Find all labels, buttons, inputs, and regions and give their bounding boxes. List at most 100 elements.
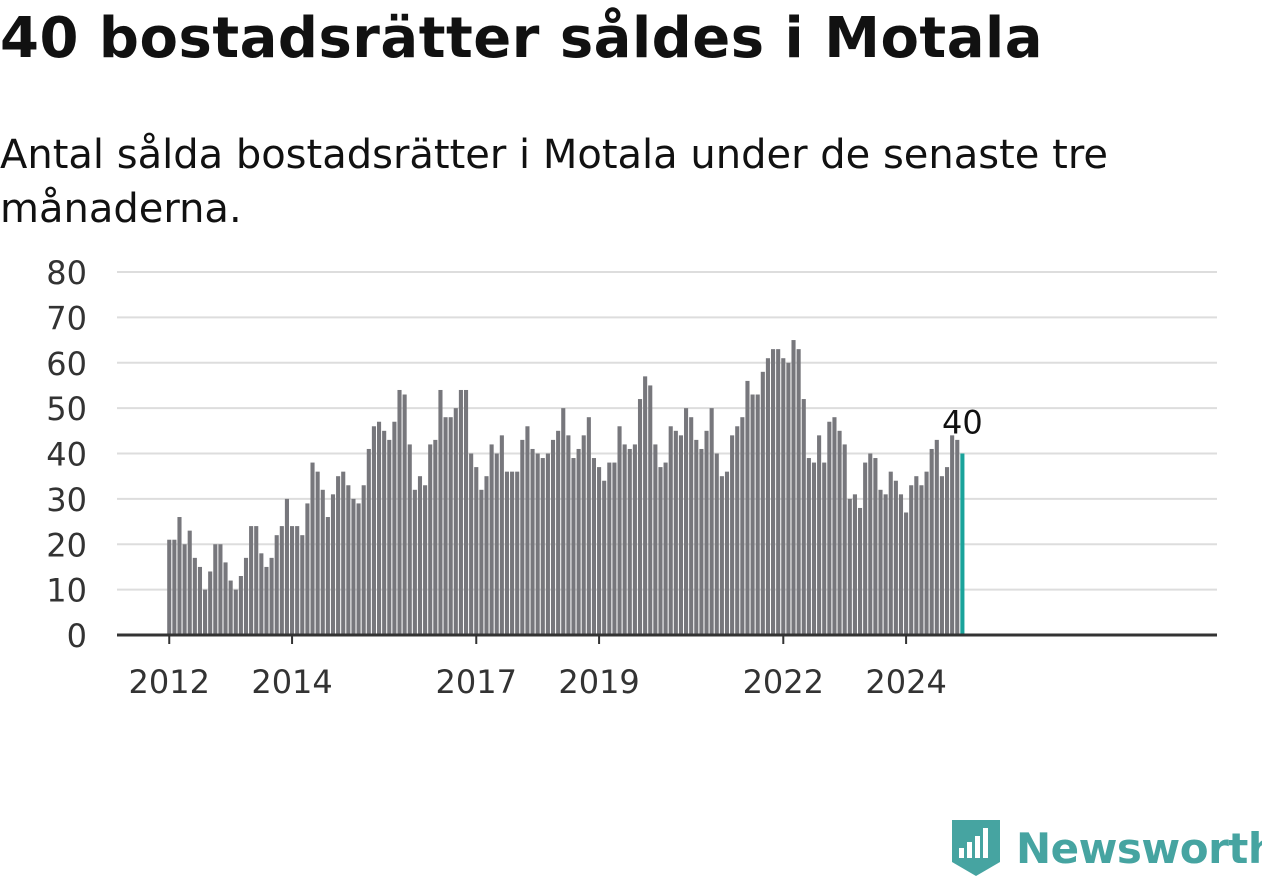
bar xyxy=(356,503,361,635)
bar xyxy=(330,494,336,635)
bar xyxy=(182,544,187,635)
bar xyxy=(781,358,786,635)
bar xyxy=(868,453,873,635)
bar xyxy=(300,535,305,635)
bar xyxy=(535,453,540,635)
bar xyxy=(458,389,463,635)
bar xyxy=(765,358,770,635)
bar xyxy=(811,462,817,635)
bar xyxy=(791,340,796,635)
bar xyxy=(228,580,233,635)
bar xyxy=(904,512,909,635)
bar xyxy=(463,389,469,635)
bar xyxy=(187,530,192,635)
bar xyxy=(550,439,556,635)
bar xyxy=(755,394,760,635)
bar-highlight xyxy=(960,453,965,635)
bar xyxy=(617,426,622,635)
bar xyxy=(576,448,581,635)
bar xyxy=(284,498,289,635)
bar xyxy=(561,408,566,635)
bar xyxy=(852,494,857,635)
bar xyxy=(474,467,479,635)
bar xyxy=(597,467,602,635)
bar xyxy=(177,517,182,635)
bar xyxy=(663,462,668,635)
bar xyxy=(192,557,197,635)
bar xyxy=(279,526,284,635)
chart-subtitle: Antal sålda bostadsrätter i Motala under… xyxy=(0,132,1108,232)
bar xyxy=(898,494,904,635)
bar xyxy=(653,444,658,635)
bar xyxy=(806,458,811,635)
bar xyxy=(423,485,428,635)
x-tick-label: 2014 xyxy=(251,663,332,701)
bar xyxy=(591,458,597,635)
bar xyxy=(213,544,218,635)
data-label: 40 xyxy=(942,404,983,442)
bar xyxy=(909,485,914,635)
bar xyxy=(412,489,417,635)
bar xyxy=(648,385,653,635)
newsworthy-logo-icon xyxy=(952,820,1000,876)
bar xyxy=(392,421,397,635)
bar xyxy=(730,435,735,635)
bar xyxy=(689,417,694,635)
bar xyxy=(627,448,632,635)
bar xyxy=(827,421,832,635)
bar xyxy=(934,439,939,635)
x-tick-label: 2022 xyxy=(743,663,824,701)
bar xyxy=(341,471,346,635)
bar xyxy=(914,476,919,635)
bar xyxy=(407,444,412,635)
bar xyxy=(878,489,883,635)
bar xyxy=(801,399,806,635)
bar xyxy=(919,485,924,635)
bar xyxy=(955,439,960,635)
y-tick-label: 0 xyxy=(67,617,87,655)
bar xyxy=(274,535,279,635)
bar xyxy=(668,426,673,635)
bar xyxy=(678,435,683,635)
bar xyxy=(842,444,847,635)
bar xyxy=(857,507,863,635)
bar xyxy=(448,417,453,635)
bar xyxy=(305,503,310,635)
bar xyxy=(515,471,520,635)
bar xyxy=(238,576,243,635)
bar xyxy=(243,557,249,635)
bar xyxy=(366,448,371,635)
y-tick-label: 10 xyxy=(46,572,87,610)
bar xyxy=(484,476,489,635)
bar xyxy=(622,444,627,635)
bar xyxy=(735,426,740,635)
y-tick-label: 20 xyxy=(46,526,87,564)
bar xyxy=(719,476,724,635)
bar xyxy=(602,480,607,635)
bar xyxy=(929,448,934,635)
bar xyxy=(924,471,929,635)
bar xyxy=(417,476,423,635)
bar xyxy=(581,435,586,635)
bar xyxy=(397,389,402,635)
bar xyxy=(694,439,699,635)
bar xyxy=(888,471,893,635)
bar xyxy=(479,489,484,635)
bar xyxy=(433,439,438,635)
bar xyxy=(745,380,750,635)
bar xyxy=(658,467,663,635)
bar xyxy=(525,426,530,635)
bar xyxy=(740,417,745,635)
bar xyxy=(556,430,561,635)
bar xyxy=(197,566,203,635)
bar xyxy=(607,462,612,635)
bar xyxy=(428,444,433,635)
x-tick-label: 2017 xyxy=(436,663,517,701)
bar xyxy=(796,349,801,635)
bar xyxy=(776,349,781,635)
bar xyxy=(760,371,765,635)
bar xyxy=(469,453,474,635)
bar xyxy=(320,489,325,635)
bar xyxy=(714,453,719,635)
bar xyxy=(673,430,678,635)
